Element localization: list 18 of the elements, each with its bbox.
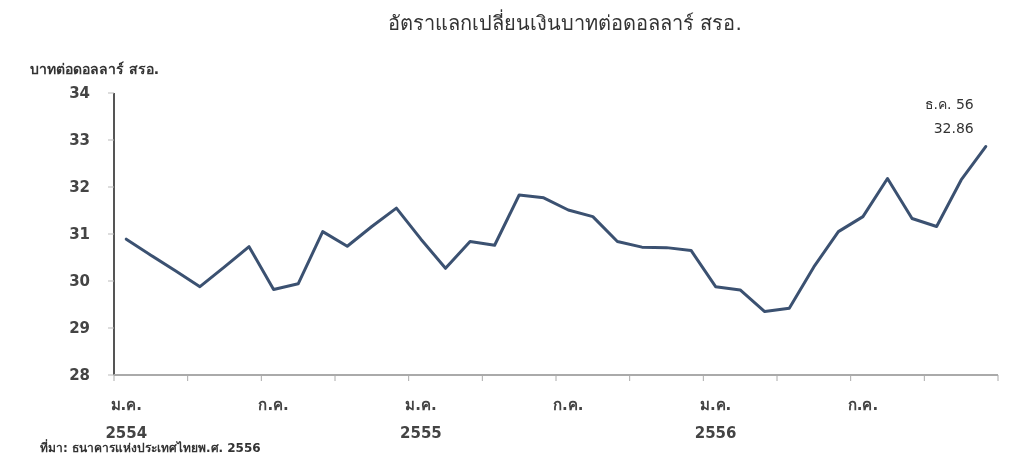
y-tick-label: 30 bbox=[69, 272, 90, 291]
y-tick-label: 32 bbox=[69, 178, 90, 197]
y-tick-label: 28 bbox=[69, 366, 90, 385]
chart-title: อัตราแลกเปลี่ยนเงินบาทต่อดอลลาร์ สรอ. bbox=[388, 9, 742, 35]
x-tick-label: ก.ค. bbox=[258, 396, 289, 414]
y-tick-label: 34 bbox=[69, 84, 90, 103]
line-series bbox=[124, 145, 988, 314]
x-tick-label: ก.ค. bbox=[553, 396, 584, 414]
x-tick-label: ม.ค. 2555 bbox=[400, 396, 442, 442]
y-tick-label: 29 bbox=[69, 319, 90, 338]
y-tick-label: 33 bbox=[69, 131, 90, 150]
x-tick-label: ม.ค. 2554 bbox=[105, 396, 148, 442]
y-axis-title: บาทต่อดอลลาร์ สรอ. bbox=[30, 61, 160, 77]
text: ที่มา: ธนาคารแห่งประเทศไทยพ.ศ. 2556 bbox=[40, 439, 261, 455]
x-tick-label: ก.ค. bbox=[847, 396, 879, 414]
x-tick-label: ม.ค. 2556 bbox=[694, 396, 737, 442]
annotation: ธ.ค. 56 32.86 bbox=[924, 95, 974, 136]
y-tick-label: 31 bbox=[69, 225, 90, 244]
